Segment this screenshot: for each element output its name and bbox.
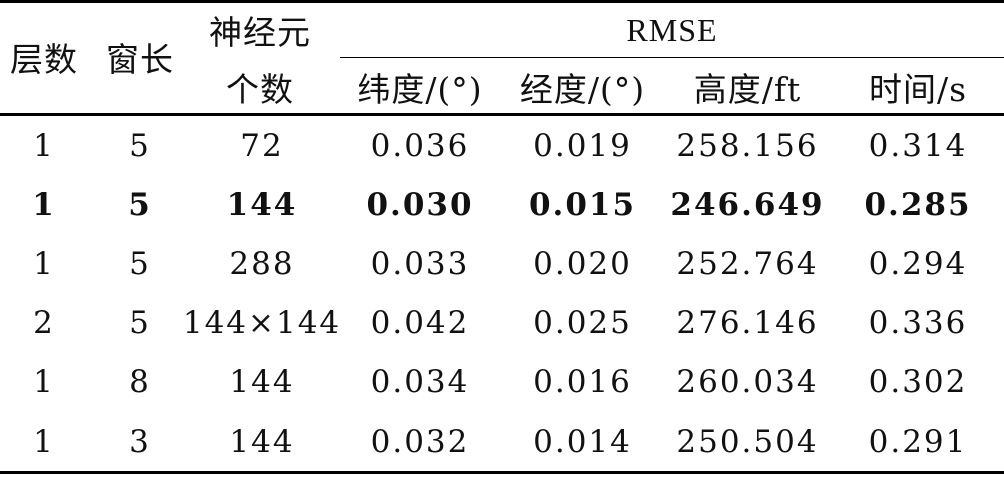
rmse-rule (340, 57, 1004, 58)
top-rule (0, 0, 1004, 3)
cell-layers: 1 (33, 245, 55, 282)
header-time: 时间/s (868, 69, 968, 109)
cell-lat: 0.032 (370, 423, 470, 460)
header-neurons-line1: 神经元 (209, 13, 311, 52)
cell-lat: 0.033 (370, 245, 470, 282)
cell-lon: 0.014 (533, 423, 632, 460)
cell-time: 0.294 (868, 245, 968, 282)
cell-layers: 1 (33, 423, 55, 460)
cell-neurons: 288 (229, 245, 295, 282)
header-rule (0, 113, 1004, 116)
cell-layers: 1 (32, 186, 56, 223)
cell-lon: 0.015 (528, 186, 637, 223)
cell-window: 3 (129, 423, 151, 460)
cell-neurons: 72 (240, 127, 284, 164)
cell-lon: 0.020 (533, 245, 632, 282)
cell-alt: 258.156 (676, 127, 819, 164)
cell-lat: 0.034 (370, 364, 470, 401)
cell-lon: 0.016 (533, 364, 632, 401)
cell-neurons: 144 (229, 423, 295, 460)
cell-neurons: 144×144 (182, 305, 342, 342)
cell-time: 0.314 (868, 127, 968, 164)
cell-window: 5 (129, 127, 151, 164)
header-lat: 纬度/(°) (357, 69, 483, 109)
cell-lon: 0.025 (533, 305, 632, 342)
cell-layers: 1 (33, 364, 55, 401)
cell-time: 0.285 (864, 186, 972, 223)
bottom-rule (0, 471, 1004, 474)
cell-alt: 246.649 (670, 186, 825, 223)
header-rmse: RMSE (626, 11, 718, 48)
header-lon: 经度/(°) (519, 69, 646, 109)
cell-window: 5 (129, 245, 151, 282)
cell-time: 0.291 (868, 423, 968, 460)
cell-lon: 0.019 (533, 127, 632, 164)
header-layers: 层数 (10, 39, 78, 79)
cell-neurons: 144 (229, 364, 295, 401)
cell-layers: 1 (33, 127, 55, 164)
cell-lat: 0.036 (370, 127, 470, 164)
header-alt: 高度/ft (693, 69, 802, 109)
cell-lat: 0.042 (370, 305, 470, 342)
cell-alt: 276.146 (676, 305, 819, 342)
cell-window: 8 (129, 364, 151, 401)
cell-window: 5 (128, 186, 152, 223)
cell-layers: 2 (33, 305, 55, 342)
cell-alt: 250.504 (676, 423, 819, 460)
header-window: 窗长 (106, 39, 174, 79)
cell-lat: 0.030 (366, 186, 474, 223)
header-neurons-line2: 个数 (226, 69, 294, 109)
cell-alt: 260.034 (676, 364, 819, 401)
cell-time: 0.336 (868, 305, 968, 342)
cell-alt: 252.764 (676, 245, 819, 282)
cell-time: 0.302 (868, 364, 968, 401)
cell-neurons: 144 (226, 186, 298, 223)
cell-window: 5 (129, 305, 151, 342)
